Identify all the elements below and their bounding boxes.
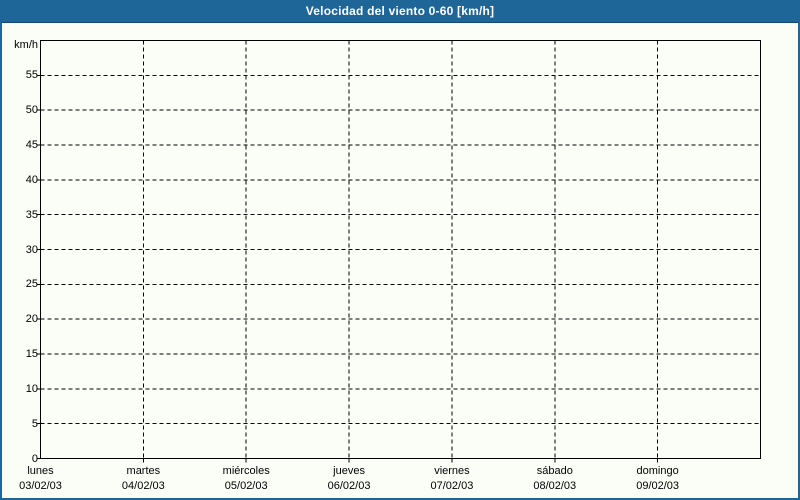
x-tick-label: domingo 09/02/03 (606, 464, 709, 496)
y-tick-label: 55 (25, 69, 38, 82)
x-tick-day: sábado (536, 465, 573, 477)
x-tick-date: 07/02/03 (430, 480, 474, 492)
y-tick-label: 45 (25, 139, 38, 151)
x-tick-date: 05/02/03 (224, 480, 268, 492)
y-tick-label: 0 (31, 452, 38, 465)
y-tick-label: 50 (25, 104, 38, 117)
x-tick-date: 06/02/03 (327, 480, 371, 492)
y-tick-label: 35 (25, 208, 38, 221)
y-axis-unit-label: km/h (14, 39, 38, 51)
y-tick-label: 5 (31, 417, 38, 430)
y-tick-label: 10 (25, 382, 38, 395)
x-tick-day: miércoles (222, 465, 270, 477)
x-tick-day: viernes (434, 465, 470, 477)
x-tick-label: lunes 03/02/03 (2, 464, 92, 496)
x-tick-date: 09/02/03 (636, 480, 680, 492)
x-tick-label: martes 04/02/03 (92, 464, 195, 496)
y-tick-label: 30 (25, 243, 38, 256)
x-tick-day: martes (126, 465, 161, 477)
y-tick-label: 25 (25, 278, 38, 291)
x-tick-date: 03/02/03 (19, 480, 62, 492)
x-tick-label: sábado 08/02/03 (503, 464, 606, 496)
x-tick-date: 08/02/03 (533, 480, 577, 492)
x-tick-date: 04/02/03 (121, 480, 165, 492)
chart-title: Velocidad del viento 0-60 [km/h] (305, 4, 495, 18)
x-tick-day: jueves (333, 465, 365, 477)
chart-title-bar: Velocidad del viento 0-60 [km/h] (2, 2, 798, 23)
x-tick-label: jueves 06/02/03 (298, 464, 401, 496)
x-tick-day: domingo (636, 465, 679, 477)
x-tick-label: miércoles 05/02/03 (195, 464, 298, 496)
y-tick-label: 15 (25, 348, 38, 360)
x-tick-label: viernes 07/02/03 (401, 464, 504, 496)
y-tick-label: 40 (25, 173, 38, 186)
x-tick-day: lunes (27, 465, 54, 477)
y-tick-label: 20 (25, 313, 38, 326)
